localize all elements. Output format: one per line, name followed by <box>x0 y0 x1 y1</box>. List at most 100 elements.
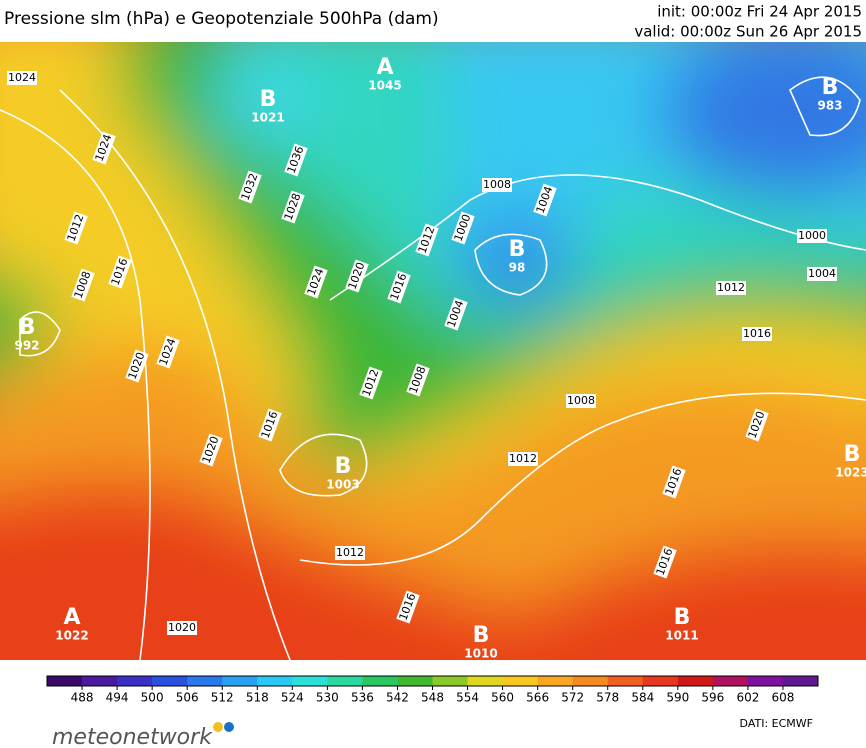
label-box <box>444 297 468 331</box>
label-box <box>335 546 365 560</box>
center-letter: B <box>844 442 861 467</box>
label-box <box>359 366 383 400</box>
isobar-value: 1024 <box>8 71 36 84</box>
label-box <box>304 265 328 299</box>
isobar-value: 1012 <box>717 281 745 294</box>
colorbar-tick-label: 518 <box>246 691 269 705</box>
colorbar-segment <box>292 676 328 686</box>
label-box <box>281 190 305 224</box>
colorbar-tick-label: 536 <box>351 691 374 705</box>
label-box <box>284 143 308 177</box>
center-letter: B <box>260 87 277 112</box>
isobar-label: 1016 <box>742 327 772 341</box>
isobar-value: 1008 <box>567 394 595 407</box>
center-letter: B <box>822 75 839 100</box>
label-box <box>415 223 439 257</box>
colorbar-tick-label: 578 <box>596 691 619 705</box>
isobar-label: 1012 <box>508 452 538 466</box>
colorbar-tick-label: 608 <box>772 691 795 705</box>
isobar-label: 1012 <box>335 546 365 560</box>
colorbar-segment <box>222 676 258 686</box>
colorbar-segment <box>607 676 644 686</box>
colorbar-segment <box>747 676 784 686</box>
colorbar-tick-label: 590 <box>666 691 689 705</box>
colorbar-segment <box>677 676 714 686</box>
center-letter: B <box>19 315 36 340</box>
colorbar-segment <box>82 676 118 686</box>
center-value: 983 <box>817 99 842 113</box>
isobar-value: 1012 <box>509 452 537 465</box>
colorbar-segment <box>537 676 574 686</box>
label-box <box>716 281 746 295</box>
isobar-value: 1000 <box>798 229 826 242</box>
colorbar-tick-label: 542 <box>386 691 409 705</box>
label-box <box>406 363 430 397</box>
colorbar-segment <box>432 676 469 686</box>
isobar-label: 1008 <box>566 394 596 408</box>
colorbar-segment <box>362 676 398 686</box>
center-letter: B <box>335 454 352 479</box>
label-box <box>387 270 411 304</box>
label-box <box>662 465 686 499</box>
label-box <box>482 178 512 192</box>
center-letter: B <box>509 237 526 262</box>
colorbar-tick-label: 560 <box>491 691 514 705</box>
colorbar-segment <box>152 676 188 686</box>
isobar-label: 1020 <box>167 621 197 635</box>
isobars <box>0 76 866 660</box>
label-box <box>653 545 677 579</box>
isobar-label: 1000 <box>797 229 827 243</box>
label-box <box>108 255 132 289</box>
center-letter: B <box>674 605 691 630</box>
label-box <box>451 211 475 245</box>
center-value: 1021 <box>251 111 284 125</box>
colorbar-segment <box>642 676 679 686</box>
label-box <box>156 335 180 369</box>
colorbar-tick-label: 494 <box>106 691 129 705</box>
colorbar-segment <box>327 676 363 686</box>
colorbar-tick-label: 554 <box>456 691 479 705</box>
center-value: 1022 <box>55 629 88 643</box>
colorbar-tick-label: 584 <box>631 691 654 705</box>
center-value: 1045 <box>368 79 401 93</box>
colorbar-tick-label: 596 <box>701 691 724 705</box>
colorbar-segment <box>572 676 609 686</box>
colorbar-segment <box>257 676 293 686</box>
isobar-label: 1012 <box>716 281 746 295</box>
label-box <box>396 590 420 624</box>
isobar-value: 1004 <box>808 267 836 280</box>
colorbar-tick-label: 500 <box>141 691 164 705</box>
colorbar-tick-label: 548 <box>421 691 444 705</box>
center-value: 1011 <box>665 629 698 643</box>
colorbar-segment <box>712 676 749 686</box>
label-box <box>71 268 95 302</box>
logo-dot <box>213 722 223 732</box>
colorbar-tick-label: 602 <box>736 691 759 705</box>
isobar-value: 1008 <box>483 178 511 191</box>
label-box <box>7 71 37 85</box>
label-box <box>345 259 369 293</box>
center-value: 98 <box>509 261 526 275</box>
colorbar-segment <box>467 676 504 686</box>
label-box <box>64 211 88 245</box>
colorbar-tick-label: 488 <box>71 691 94 705</box>
label-box <box>508 452 538 466</box>
label-box <box>167 621 197 635</box>
logo-dot <box>224 722 234 732</box>
isobar-label: 1004 <box>807 267 837 281</box>
label-box <box>238 170 262 204</box>
map-field: 1024102410321036102810081012101610081000… <box>0 42 866 660</box>
init-time: init: 00:00z Fri 24 Apr 2015 <box>657 3 862 21</box>
colorbar-segment <box>117 676 153 686</box>
center-value: 1023 <box>835 466 866 480</box>
brand-logo: meteonetwork <box>52 725 213 748</box>
colorbar-segment <box>187 676 223 686</box>
data-source: DATI: ECMWF <box>740 717 813 730</box>
colorbar-segment <box>47 676 83 686</box>
colorbar-segment <box>502 676 539 686</box>
valid-time: valid: 00:00z Sun 26 Apr 2015 <box>634 23 862 41</box>
isobar-value: 1020 <box>168 621 196 634</box>
label-box <box>258 408 282 442</box>
